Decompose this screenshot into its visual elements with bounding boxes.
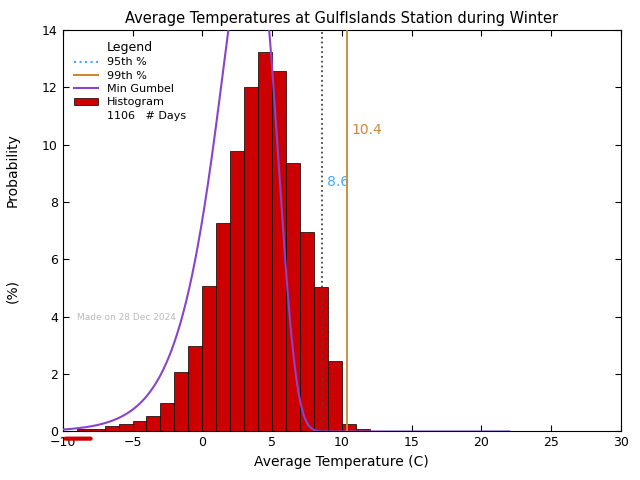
Bar: [91, 429, 104, 432]
Bar: [286, 163, 300, 432]
Bar: [300, 232, 314, 432]
Bar: [132, 421, 147, 432]
Bar: [104, 426, 118, 432]
Bar: [202, 287, 216, 432]
Bar: [174, 372, 188, 432]
Bar: [147, 416, 161, 432]
Bar: [258, 52, 272, 432]
Text: Probability: Probability: [6, 133, 19, 207]
Bar: [161, 403, 174, 432]
Bar: [77, 429, 91, 432]
Bar: [342, 424, 356, 432]
Bar: [118, 424, 132, 432]
Text: 8.6: 8.6: [326, 175, 349, 189]
Bar: [356, 429, 370, 432]
Text: (%): (%): [6, 279, 19, 303]
Bar: [314, 287, 328, 432]
Title: Average Temperatures at GulfIslands Station during Winter: Average Temperatures at GulfIslands Stat…: [125, 11, 559, 26]
Bar: [230, 151, 244, 432]
Bar: [328, 361, 342, 432]
X-axis label: Average Temperature (C): Average Temperature (C): [255, 455, 429, 469]
Bar: [216, 223, 230, 432]
Bar: [188, 346, 202, 432]
Text: 10.4: 10.4: [351, 123, 382, 137]
Text: Made on 28 Dec 2024: Made on 28 Dec 2024: [77, 313, 175, 322]
Bar: [272, 71, 286, 432]
Legend: 95th %, 99th %, Min Gumbel, Histogram, 1106   # Days: 95th %, 99th %, Min Gumbel, Histogram, 1…: [68, 36, 192, 126]
Bar: [244, 86, 258, 432]
